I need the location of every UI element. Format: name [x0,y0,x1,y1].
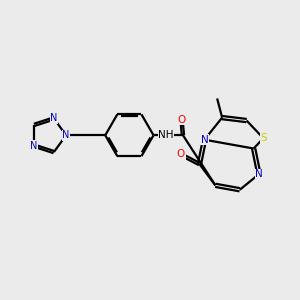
Text: N: N [62,130,70,140]
Text: NH: NH [158,130,174,140]
Text: N: N [50,113,58,124]
Text: O: O [177,115,186,125]
Text: O: O [177,149,185,159]
Text: N: N [201,135,208,145]
Text: S: S [260,133,267,143]
Text: N: N [30,141,38,151]
Text: N: N [255,169,263,179]
